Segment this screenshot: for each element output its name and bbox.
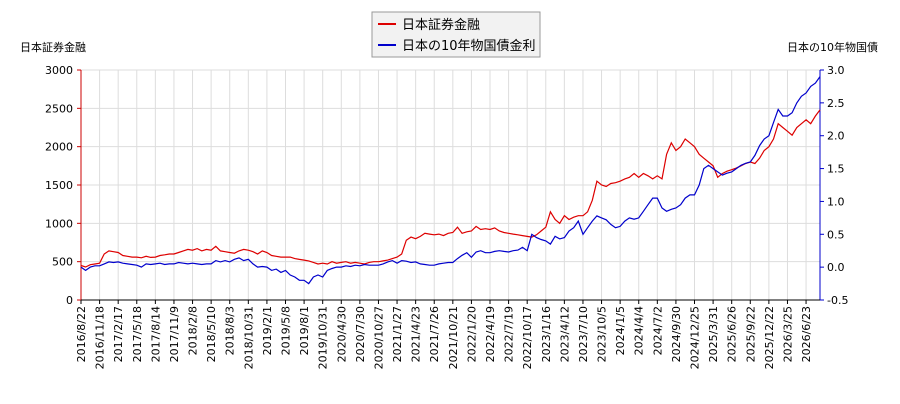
y2-tick-label: 1.0 [827, 195, 845, 208]
y2-tick-label: 2.0 [827, 130, 845, 143]
x-tick-label: 2025/3/31 [707, 306, 720, 362]
x-tick-label: 2016/11/18 [94, 306, 107, 369]
x-tick-label: 2018/8/3 [224, 306, 237, 355]
x-tick-label: 2024/4/4 [633, 306, 646, 355]
x-tick-label: 2022/4/19 [484, 306, 497, 362]
y2-tick-label: 3.0 [827, 64, 845, 77]
x-tick-label: 2022/7/19 [503, 306, 516, 362]
x-tick-label: 2024/7/2 [651, 306, 664, 355]
x-tick-label: 2020/4/30 [335, 306, 348, 362]
x-tick-label: 2025/9/22 [744, 306, 757, 362]
y2-tick-label: 0.0 [827, 261, 845, 274]
y-tick-label: 500 [52, 256, 73, 269]
x-tick-label: 2019/5/8 [280, 306, 293, 355]
y-tick-label: 0 [66, 294, 73, 307]
x-tick-label: 2017/2/17 [112, 306, 125, 362]
x-tick-label: 2021/1/27 [391, 306, 404, 362]
x-tick-label: 2019/10/31 [317, 306, 330, 369]
x-tick-label: 2021/7/26 [428, 306, 441, 362]
x-tick-label: 2025/6/26 [726, 306, 739, 362]
x-tick-label: 2016/8/22 [75, 306, 88, 362]
x-tick-label: 2020/10/27 [372, 306, 385, 369]
y-tick-label: 1000 [45, 217, 73, 230]
x-tick-label: 2024/9/30 [670, 306, 683, 362]
x-tick-label: 2022/1/20 [465, 306, 478, 362]
y2-tick-label: -0.5 [827, 294, 848, 307]
y2-axis-title: 日本の10年物国債 [787, 40, 878, 54]
x-tick-label: 2018/10/31 [242, 306, 255, 369]
y-tick-label: 1500 [45, 179, 73, 192]
x-tick-label: 2018/5/10 [205, 306, 218, 362]
x-tick-label: 2023/1/16 [540, 306, 553, 362]
x-tick-label: 2023/7/10 [577, 306, 590, 362]
x-tick-label: 2019/2/1 [261, 306, 274, 355]
legend-box [371, 11, 541, 58]
x-tick-label: 2017/8/14 [149, 306, 162, 362]
x-tick-label: 2021/4/23 [410, 306, 423, 362]
y2-tick-label: 1.5 [827, 163, 845, 176]
y2-tick-label: 2.5 [827, 97, 845, 110]
x-tick-label: 2025/12/22 [763, 306, 776, 369]
y-axis-title: 日本証券金融 [20, 40, 86, 54]
data-line [80, 109, 821, 268]
y-tick-label: 2500 [45, 102, 73, 115]
data-line [80, 76, 821, 285]
x-tick-label: 2017/5/18 [131, 306, 144, 362]
y-tick-label: 2000 [45, 141, 73, 154]
x-tick-label: 2020/7/30 [354, 306, 367, 362]
legend-label: 日本の10年物国債金利 [402, 38, 536, 54]
x-tick-label: 2017/11/9 [168, 306, 181, 362]
x-tick-label: 2026/6/23 [800, 306, 813, 362]
x-tick-label: 2023/4/12 [558, 306, 571, 362]
x-tick-label: 2021/10/21 [447, 306, 460, 369]
x-tick-label: 2024/1/5 [614, 306, 627, 355]
x-tick-label: 2023/10/5 [596, 306, 609, 362]
x-tick-label: 2018/2/8 [187, 306, 200, 355]
x-tick-label: 2019/8/1 [298, 306, 311, 355]
x-tick-label: 2024/12/25 [689, 306, 702, 369]
y-tick-label: 3000 [45, 64, 73, 77]
legend-label: 日本証券金融 [402, 17, 480, 33]
y2-tick-label: 0.5 [827, 228, 845, 241]
x-tick-label: 2022/10/17 [521, 306, 534, 369]
x-tick-label: 2026/3/25 [781, 306, 794, 362]
